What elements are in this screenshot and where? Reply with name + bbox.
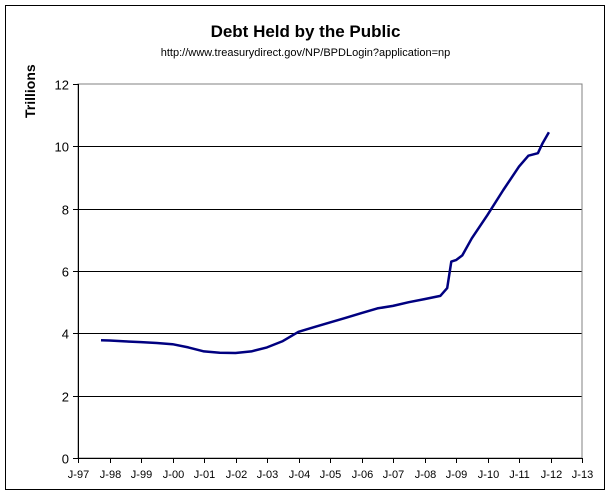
chart-title: Debt Held by the Public bbox=[210, 22, 401, 41]
x-tick-label: J-06 bbox=[352, 469, 373, 481]
y-tick-label: 12 bbox=[55, 78, 69, 93]
x-tick-label: J-12 bbox=[541, 469, 562, 481]
x-tick-label: J-04 bbox=[289, 469, 310, 481]
x-axis-ticks: J-97 J-98 J-99 J-00 J-01 J-02 J-03 J-04 J-05 J-06… bbox=[68, 458, 593, 481]
x-tick-label: J-11 bbox=[509, 469, 530, 481]
x-tick-label: J-05 bbox=[320, 469, 341, 481]
x-tick-label: J-99 bbox=[131, 469, 152, 481]
y-axis-ticks: 0 2 4 6 8 10 12 bbox=[55, 78, 78, 467]
y-tick-label: 6 bbox=[62, 265, 69, 280]
y-tick-label: 2 bbox=[62, 390, 69, 405]
y-tick-label: 8 bbox=[62, 203, 69, 218]
x-tick-label: J-00 bbox=[163, 469, 184, 481]
chart-subtitle: http://www.treasurydirect.gov/NP/BPDLogi… bbox=[160, 47, 451, 59]
x-tick-label: J-01 bbox=[194, 469, 215, 481]
x-tick-label: J-09 bbox=[446, 469, 467, 481]
y-tick-label: 10 bbox=[55, 140, 69, 155]
x-tick-label: J-03 bbox=[257, 469, 278, 481]
x-tick-label: J-98 bbox=[100, 469, 121, 481]
debt-series-line bbox=[100, 131, 550, 355]
x-tick-label: J-07 bbox=[383, 469, 404, 481]
x-tick-label: J-08 bbox=[415, 469, 436, 481]
y-tick-label: 4 bbox=[62, 327, 69, 342]
chart-frame bbox=[5, 5, 605, 490]
x-tick-label: J-13 bbox=[572, 469, 593, 481]
x-tick-label: J-97 bbox=[68, 469, 89, 481]
y-tick-label: 0 bbox=[62, 452, 69, 467]
x-tick-label: J-02 bbox=[226, 469, 247, 481]
x-tick-label: J-10 bbox=[478, 469, 499, 481]
gridlines bbox=[78, 146, 582, 397]
